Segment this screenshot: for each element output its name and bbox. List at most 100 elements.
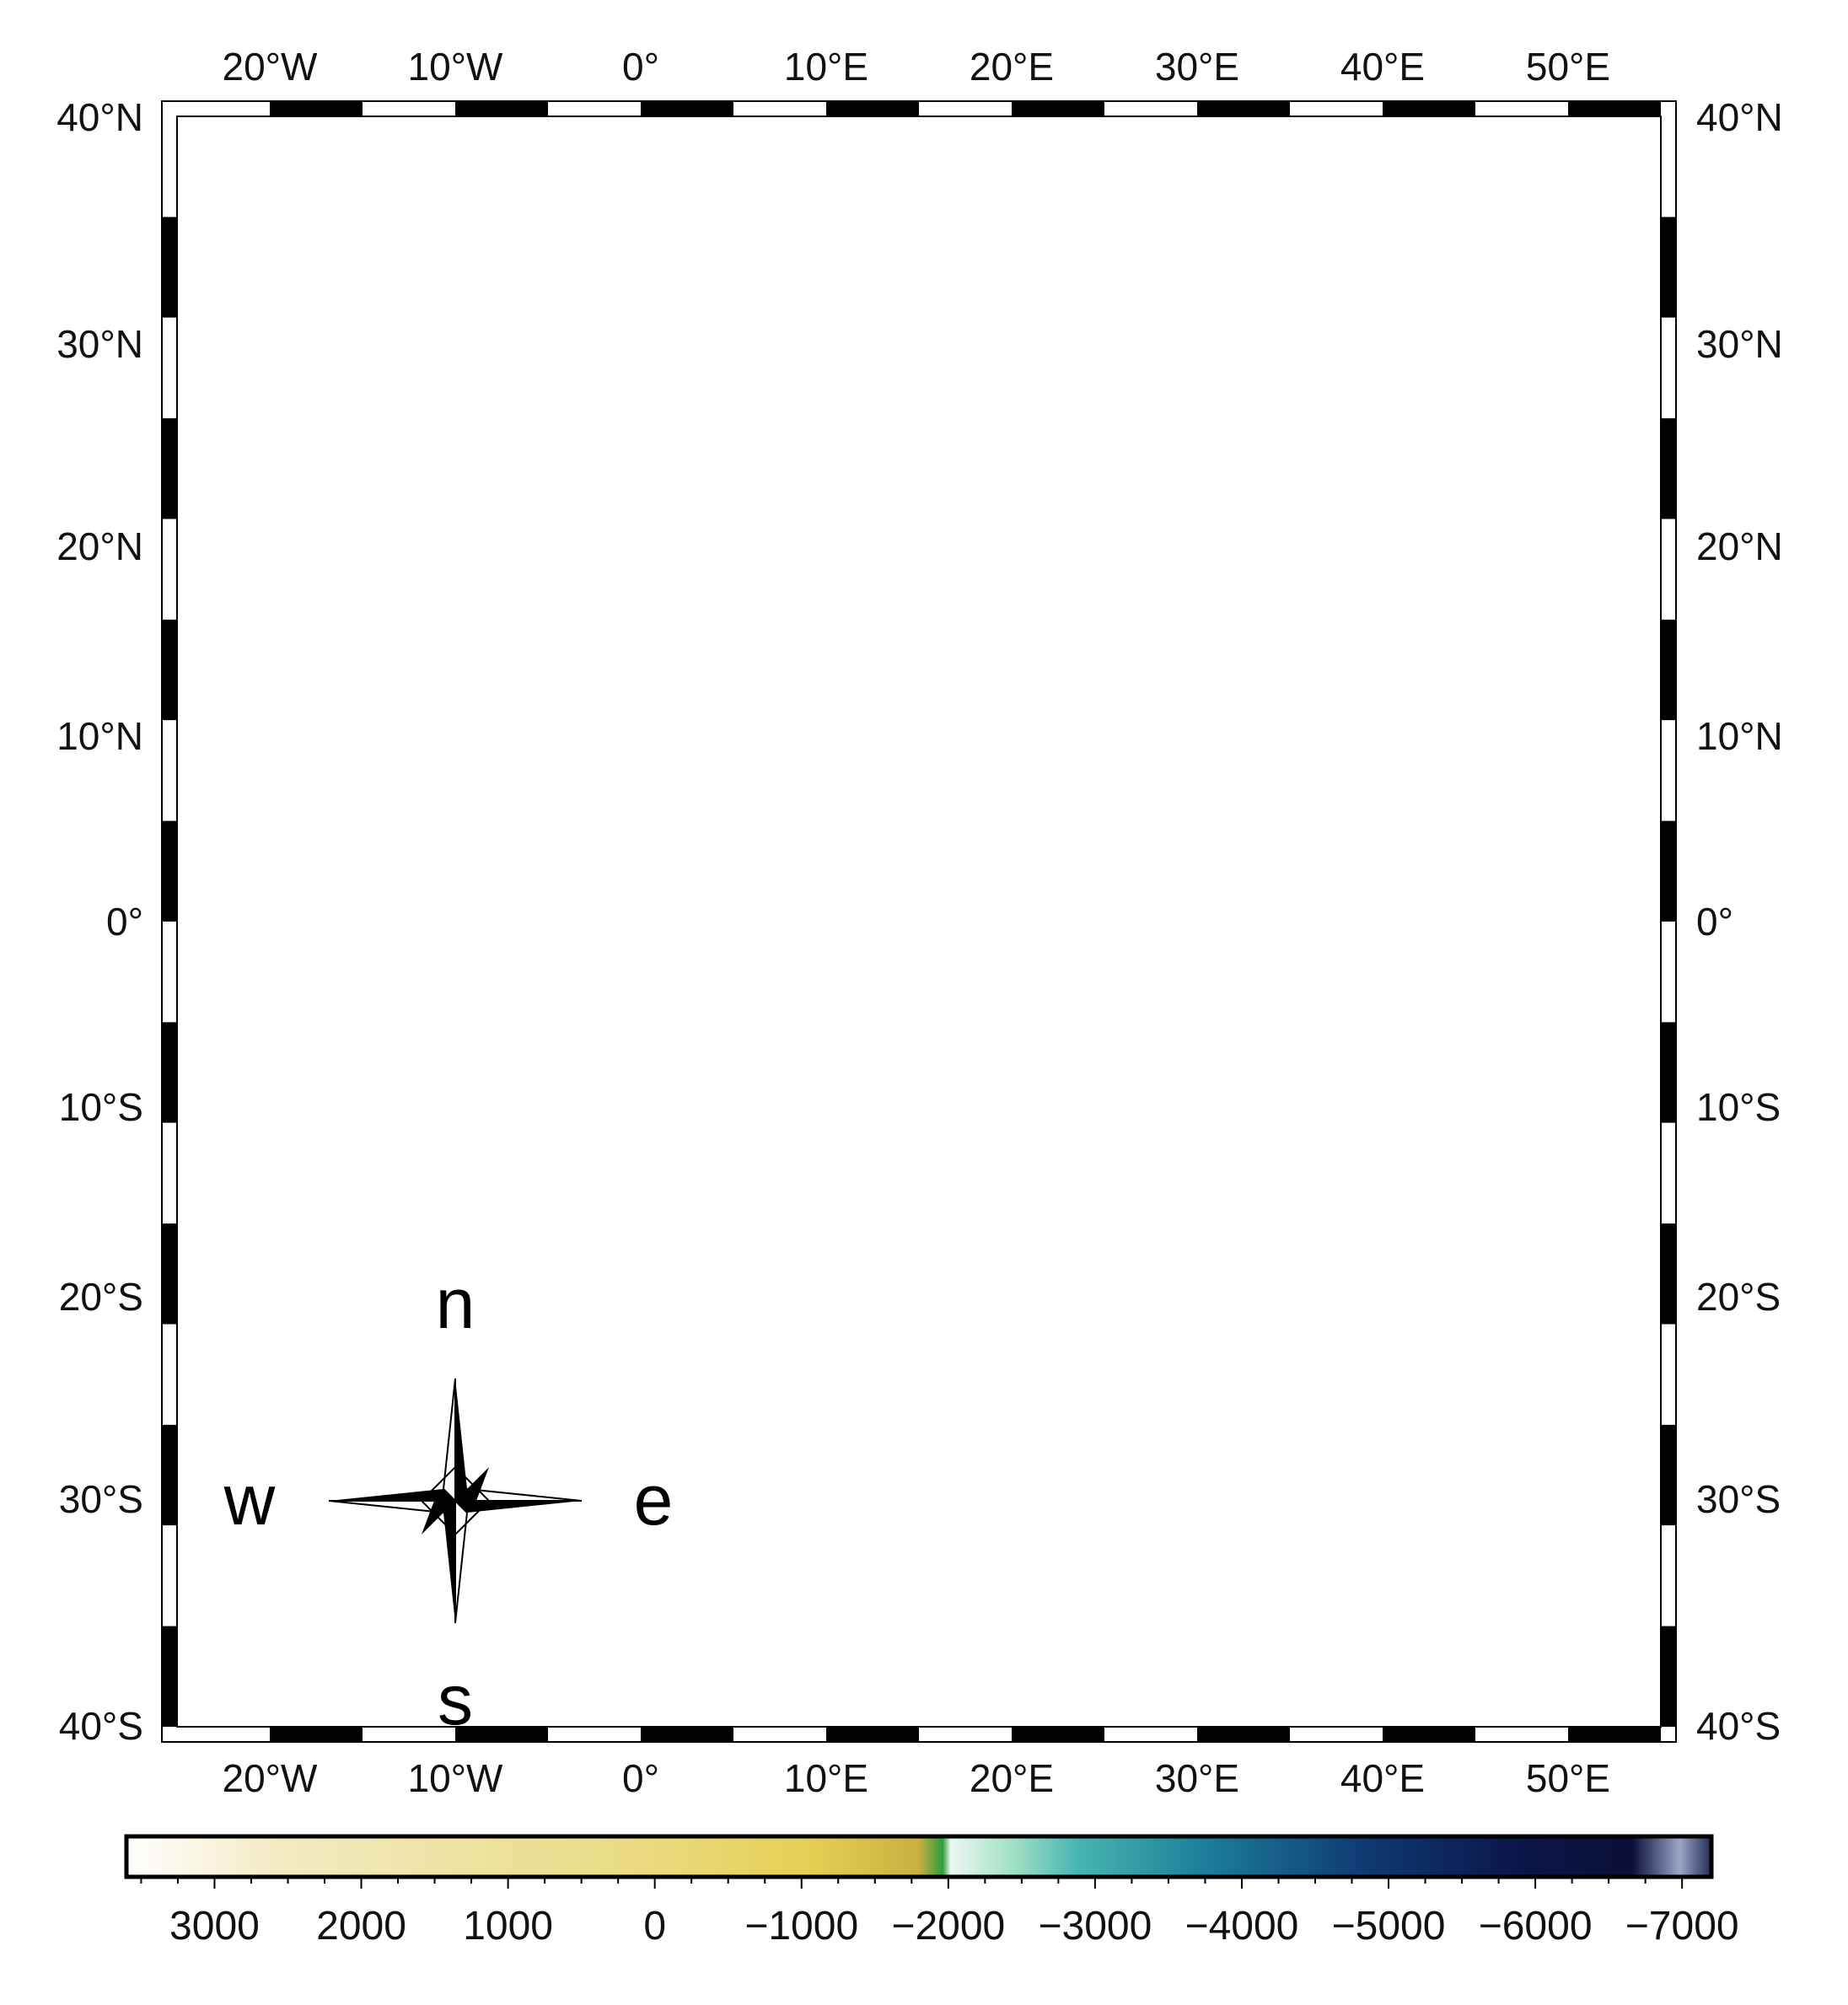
left-lat-label: 20°S bbox=[59, 1275, 143, 1319]
frame-segment bbox=[162, 1022, 177, 1123]
top-lon-label: 20°W bbox=[223, 45, 319, 89]
compass-rose: n s e w bbox=[223, 1264, 674, 1739]
frame-segment bbox=[455, 101, 548, 116]
compass-east-label: e bbox=[634, 1460, 674, 1540]
frame-segment bbox=[162, 922, 177, 1023]
left-lat-label: 40°S bbox=[59, 1704, 143, 1748]
bottom-lon-label: 30°E bbox=[1155, 1756, 1239, 1800]
frame-segment bbox=[162, 418, 177, 519]
frame-segment bbox=[1661, 922, 1676, 1023]
frame-segment bbox=[1568, 101, 1661, 116]
frame-segment bbox=[162, 1626, 177, 1727]
frame-segment bbox=[162, 116, 177, 218]
frame-segment bbox=[1661, 1324, 1676, 1425]
bottom-lon-label: 20°W bbox=[223, 1756, 319, 1800]
frame-segment bbox=[1661, 217, 1676, 318]
bottom-lon-label: 40°E bbox=[1340, 1756, 1425, 1800]
right-lat-label: 40°S bbox=[1696, 1704, 1781, 1748]
frame-segment bbox=[733, 101, 826, 116]
right-latitude-labels: 40°N 30°N 20°N 10°N 0° 10°S 20°S 30°S 40… bbox=[1696, 95, 1783, 1748]
frame-segment bbox=[1661, 116, 1676, 218]
top-lon-label: 20°E bbox=[970, 45, 1054, 89]
frame-segment bbox=[1383, 1727, 1475, 1742]
left-lat-label: 30°N bbox=[56, 322, 143, 366]
frame-segment bbox=[363, 101, 455, 116]
frame-segment bbox=[1104, 101, 1197, 116]
top-lon-label: 30°E bbox=[1155, 45, 1239, 89]
frame-outline bbox=[161, 100, 1677, 1743]
colorbar-label: −4000 bbox=[1185, 1904, 1299, 1949]
left-lat-label: 20°N bbox=[56, 524, 143, 568]
frame-segment bbox=[826, 101, 919, 116]
frame-segment bbox=[1661, 720, 1676, 821]
frame-segment bbox=[1661, 1525, 1676, 1626]
colorbar-label: −5000 bbox=[1332, 1904, 1446, 1949]
right-lat-label: 0° bbox=[1696, 900, 1733, 943]
frame-segment bbox=[162, 1122, 177, 1224]
colorbar: 3000 2000 1000 0 −1000 −2000 −3000 −4000 −5000 −6… bbox=[124, 1834, 1739, 1949]
top-lon-label: 10°E bbox=[784, 45, 868, 89]
left-lat-label: 0° bbox=[106, 900, 143, 943]
compass-west-label: w bbox=[223, 1460, 276, 1540]
colorbar-label: 0 bbox=[643, 1904, 666, 1949]
frame-segment bbox=[162, 720, 177, 821]
left-lat-label: 30°S bbox=[59, 1477, 143, 1521]
frame-segment bbox=[162, 1324, 177, 1425]
colorbar-label: 1000 bbox=[463, 1904, 553, 1949]
frame-segment bbox=[162, 619, 177, 721]
frame-segment bbox=[1012, 1727, 1104, 1742]
frame-segment bbox=[1661, 519, 1676, 620]
frame-segment bbox=[162, 217, 177, 318]
frame-segment bbox=[1661, 619, 1676, 721]
frame-segment bbox=[162, 1223, 177, 1325]
frame-segment bbox=[363, 1727, 455, 1742]
bottom-lon-label: 10°E bbox=[784, 1756, 868, 1800]
colorbar-label: −7000 bbox=[1625, 1904, 1739, 1949]
colorbar-label: 2000 bbox=[316, 1904, 406, 1949]
frame-segment bbox=[1661, 418, 1676, 519]
colorbar-label: −1000 bbox=[744, 1904, 858, 1949]
left-latitude-labels: 40°N 30°N 20°N 10°N 0° 10°S 20°S 30°S 40… bbox=[56, 95, 143, 1748]
frame-segment bbox=[1290, 1727, 1383, 1742]
top-lon-label: 50°E bbox=[1526, 45, 1610, 89]
right-lat-label: 10°S bbox=[1696, 1085, 1781, 1129]
frame-segment bbox=[826, 1727, 919, 1742]
frame-segment bbox=[1383, 101, 1475, 116]
frame-segment bbox=[1012, 101, 1104, 116]
colorbar-gradient bbox=[124, 1834, 1714, 1879]
top-longitude-labels: 20°W 10°W 0° 10°E 20°E 30°E 40°E 50°E bbox=[223, 45, 1611, 89]
frame-segment bbox=[548, 101, 641, 116]
frame-segment bbox=[733, 1727, 826, 1742]
frame-segment bbox=[270, 1727, 363, 1742]
compass-north-label: n bbox=[436, 1264, 475, 1343]
top-lon-label: 10°W bbox=[408, 45, 504, 89]
frame-segment bbox=[177, 1727, 270, 1742]
frame-segment bbox=[1197, 1727, 1290, 1742]
frame-segment bbox=[1475, 101, 1568, 116]
colorbar-ticks bbox=[140, 1877, 1684, 1889]
bottom-lon-label: 50°E bbox=[1526, 1756, 1610, 1800]
colorbar-label: −2000 bbox=[891, 1904, 1005, 1949]
frame-segment bbox=[177, 101, 270, 116]
map-border bbox=[176, 116, 1662, 1728]
colorbar-label: −6000 bbox=[1479, 1904, 1593, 1949]
frame-segment bbox=[1568, 1727, 1661, 1742]
bottom-lon-label: 20°E bbox=[970, 1756, 1054, 1800]
bottom-lon-label: 10°W bbox=[408, 1756, 504, 1800]
right-lat-label: 30°S bbox=[1696, 1477, 1781, 1521]
top-lon-label: 40°E bbox=[1340, 45, 1425, 89]
frame-segment bbox=[162, 1424, 177, 1526]
frame-segment bbox=[641, 101, 733, 116]
frame-segment bbox=[1661, 1223, 1676, 1325]
frame-segment bbox=[919, 1727, 1012, 1742]
frame-segment bbox=[455, 1727, 548, 1742]
frame-segment bbox=[162, 519, 177, 620]
frame-segment bbox=[1661, 317, 1676, 419]
compass-south-label: s bbox=[438, 1660, 473, 1739]
bottom-longitude-labels: 20°W 10°W 0° 10°E 20°E 30°E 40°E 50°E bbox=[223, 1756, 1611, 1800]
frame-segment bbox=[1661, 820, 1676, 922]
colorbar-labels: 3000 2000 1000 0 −1000 −2000 −3000 −4000 −5000 −6… bbox=[169, 1904, 1739, 1949]
compass-star-icon bbox=[328, 1378, 583, 1624]
left-lat-label: 10°S bbox=[59, 1085, 143, 1129]
